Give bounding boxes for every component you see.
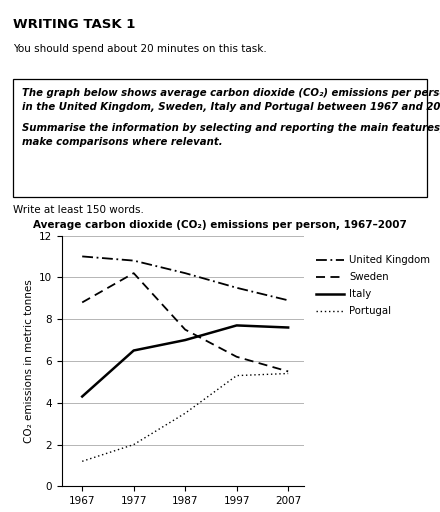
Legend: United Kingdom, Sweden, Italy, Portugal: United Kingdom, Sweden, Italy, Portugal (314, 253, 432, 318)
Text: You should spend about 20 minutes on this task.: You should spend about 20 minutes on thi… (13, 44, 267, 54)
Text: make comparisons where relevant.: make comparisons where relevant. (22, 137, 223, 147)
Text: Average carbon dioxide (CO₂) emissions per person, 1967–2007: Average carbon dioxide (CO₂) emissions p… (33, 220, 407, 230)
Text: WRITING TASK 1: WRITING TASK 1 (13, 18, 136, 31)
Y-axis label: CO₂ emissions in metric tonnes: CO₂ emissions in metric tonnes (25, 279, 34, 443)
Text: Summarise the information by selecting and reporting the main features, and: Summarise the information by selecting a… (22, 123, 440, 133)
Text: The graph below shows average carbon dioxide (CO₂) emissions per person: The graph below shows average carbon dio… (22, 88, 440, 98)
Text: in the United Kingdom, Sweden, Italy and Portugal between 1967 and 2007.: in the United Kingdom, Sweden, Italy and… (22, 102, 440, 113)
Text: Write at least 150 words.: Write at least 150 words. (13, 205, 144, 215)
